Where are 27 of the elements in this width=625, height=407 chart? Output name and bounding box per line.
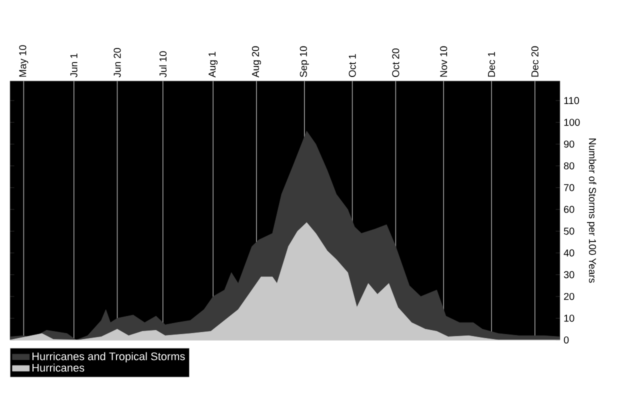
- x-tick-label: Jul 10: [159, 51, 167, 78]
- y-axis-title: Number of Storms per 100 Years: [586, 138, 596, 283]
- x-tick-label: Oct 20: [392, 48, 400, 78]
- y-tick-label: 100: [564, 118, 580, 126]
- y-tick-label: 30: [564, 271, 574, 278]
- y-tick-label: 110: [564, 97, 580, 104]
- legend-label: Hurricanes: [32, 364, 84, 372]
- x-tick-label: Sep 10: [300, 46, 309, 78]
- y-tick-label: 80: [564, 162, 574, 170]
- x-tick-label: Nov 10: [440, 46, 448, 77]
- x-tick-label: Jun 1: [70, 54, 78, 78]
- y-tick-label: 90: [564, 140, 574, 148]
- y-tick-label: 0: [564, 336, 569, 344]
- y-tick-label: 10: [564, 314, 574, 322]
- x-tick-label: Dec 1: [488, 52, 496, 77]
- legend-label: Hurricanes and Tropical Storms: [32, 352, 185, 362]
- x-tick-label: Aug 1: [208, 52, 218, 78]
- y-tick-label: 70: [564, 184, 574, 192]
- x-tick-label: May 10: [19, 45, 28, 77]
- x-tick-label: Aug 20: [252, 46, 261, 78]
- x-tick-label: Dec 20: [531, 46, 538, 77]
- y-tick-label: 20: [564, 292, 574, 300]
- y-tick-label: 60: [564, 206, 574, 213]
- x-tick-label: Jun 20: [114, 48, 121, 78]
- y-tick-label: 40: [564, 249, 574, 256]
- x-tick-label: Oct 1: [348, 54, 356, 78]
- y-tick-label: 50: [564, 228, 574, 235]
